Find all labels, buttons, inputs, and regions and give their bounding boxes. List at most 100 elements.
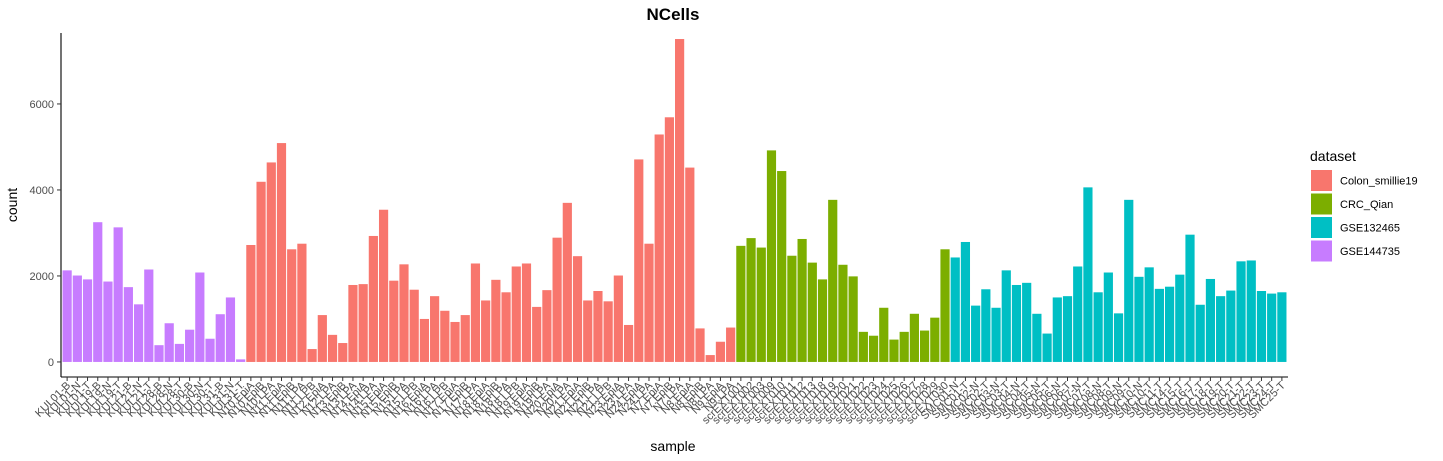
bar-N19.LPA: [542, 290, 552, 362]
bar-N14.EpiA: [358, 284, 368, 362]
bar-KUL28-T: [174, 343, 185, 362]
bar-KUL01-T: [82, 279, 93, 362]
bar-SMC10-N: [1134, 276, 1144, 362]
bar-N13.EpiB: [338, 343, 348, 362]
bar-SMC03-N: [991, 307, 1001, 362]
bar-N21.LPB: [603, 301, 613, 362]
bar-KUL19-T: [113, 227, 123, 362]
bar-N18.LPA: [501, 292, 511, 362]
bar-SMC02-T: [981, 289, 991, 362]
legend: dataset Colon_smillie19 CRC_Qian GSE132465…: [1310, 148, 1418, 262]
bar-scrEXT022: [858, 331, 868, 362]
legend-key: [1311, 170, 1332, 191]
bar-N9.LPA: [726, 327, 736, 362]
bar-N21.LPA: [593, 291, 603, 362]
bar-N10.EpiB: [256, 181, 266, 362]
bar-N15.LPA: [399, 264, 409, 362]
bar-SMC19-T: [1216, 296, 1226, 362]
chart-title: NCells: [647, 5, 700, 24]
bar-N8.LPA: [705, 355, 715, 362]
bar-SMC02-N: [971, 305, 981, 362]
bar-N14.LPA: [368, 235, 378, 362]
bar-scrEXT010: [777, 171, 787, 362]
bar-KUL28-N: [164, 323, 174, 362]
bar-scrEXT028: [920, 330, 930, 362]
bar-N20.EpiA: [552, 237, 562, 362]
bar-N10.LPA: [266, 162, 276, 362]
bar-scrEXT001: [736, 245, 746, 362]
legend-label: CRC_Qian: [1340, 199, 1393, 211]
bar-SMC07-N: [1073, 266, 1083, 362]
bar-N18.EpiA: [481, 300, 491, 362]
bar-SMC25-T: [1277, 292, 1287, 362]
y-axis: 0 2000 4000 6000: [30, 33, 62, 377]
legend-label: Colon_smillie19: [1340, 176, 1418, 188]
bar-N10.EpiA: [246, 244, 256, 362]
bar-N15.EpiB: [389, 280, 399, 362]
bar-KUL21-N: [133, 304, 144, 362]
bar-SMC21-T: [1236, 261, 1246, 362]
bar-N18.EpiB: [491, 279, 501, 362]
bar-scrEXT019: [828, 199, 838, 362]
bar-SMC03-T: [1001, 270, 1011, 362]
bar-N11.LPA: [297, 243, 307, 362]
bar-N24.LPA: [644, 243, 654, 362]
bars-layer: [62, 39, 1287, 362]
bar-N11.LPB: [307, 349, 317, 362]
bar-SMC22-T: [1246, 260, 1256, 362]
bar-SMC15-T: [1175, 274, 1185, 362]
bar-N11.EpiB: [287, 249, 297, 362]
bar-N20.LPA: [562, 202, 572, 362]
x-axis-title: sample: [650, 438, 695, 454]
legend-key: [1311, 217, 1332, 238]
bar-SMC11-T: [1154, 288, 1164, 362]
legend-label: GSE132465: [1340, 223, 1400, 235]
bar-N12.EpiA: [317, 315, 327, 362]
bar-SMC14-T: [1164, 286, 1175, 362]
bar-SMC20-T: [1226, 290, 1236, 362]
bar-SMC24-T: [1267, 293, 1277, 362]
bar-scrEXT011: [787, 255, 797, 362]
bar-SMC10-T: [1144, 267, 1154, 362]
bar-scrEXT029: [930, 317, 940, 362]
y-tick-label: 2000: [30, 271, 54, 283]
x-axis: KUL01-BKUL01-NKUL01-TKUL19-BKUL19-NKUL19…: [33, 376, 1288, 427]
bar-SMC08-N: [1093, 292, 1103, 362]
bar-N18.LPB: [511, 266, 521, 362]
bar-SMC23-T: [1256, 291, 1267, 362]
bar-N17.EpiA: [450, 321, 460, 362]
bar-SMC04-T: [1022, 282, 1032, 362]
bar-scrEXT024: [879, 307, 889, 362]
bar-KUL28-B: [154, 345, 164, 362]
bar-KUL31-T: [236, 359, 246, 362]
bar-SMC06-N: [1052, 297, 1062, 362]
bar-KUL21-B: [123, 287, 133, 362]
y-axis-title: count: [4, 188, 20, 222]
legend-key: [1311, 193, 1332, 215]
legend-key: [1311, 240, 1332, 262]
bar-SMC09-N: [1113, 313, 1124, 362]
bar-N17.EpiB: [460, 315, 470, 362]
bar-scrEXT021: [848, 276, 858, 362]
bar-scrEXT012: [797, 238, 807, 362]
bar-SMC06-T: [1062, 296, 1073, 362]
bar-SMC07-T: [1083, 187, 1093, 362]
legend-label: GSE144735: [1340, 246, 1400, 258]
bar-KUL31-N: [225, 297, 236, 362]
bar-N11.EpiA: [276, 143, 287, 362]
bar-SMC16-T: [1185, 234, 1195, 362]
bar-N21.EpiA: [572, 256, 583, 362]
bar-N9.EpiA: [715, 341, 726, 362]
bar-N7.LPA: [675, 39, 685, 362]
bar-SMC01-N: [950, 257, 960, 362]
bar-scrEXT026: [899, 331, 909, 362]
bar-N12.LPA: [327, 334, 338, 362]
bar-KUL19-B: [93, 222, 103, 362]
y-tick-label: 4000: [30, 185, 54, 197]
bar-N23.EpiA: [613, 275, 623, 362]
bar-N7.EpiA: [654, 134, 664, 362]
bar-KUL19-N: [103, 281, 113, 362]
bar-scrEXT023: [868, 335, 879, 362]
bar-N24.EpiA: [634, 159, 644, 362]
